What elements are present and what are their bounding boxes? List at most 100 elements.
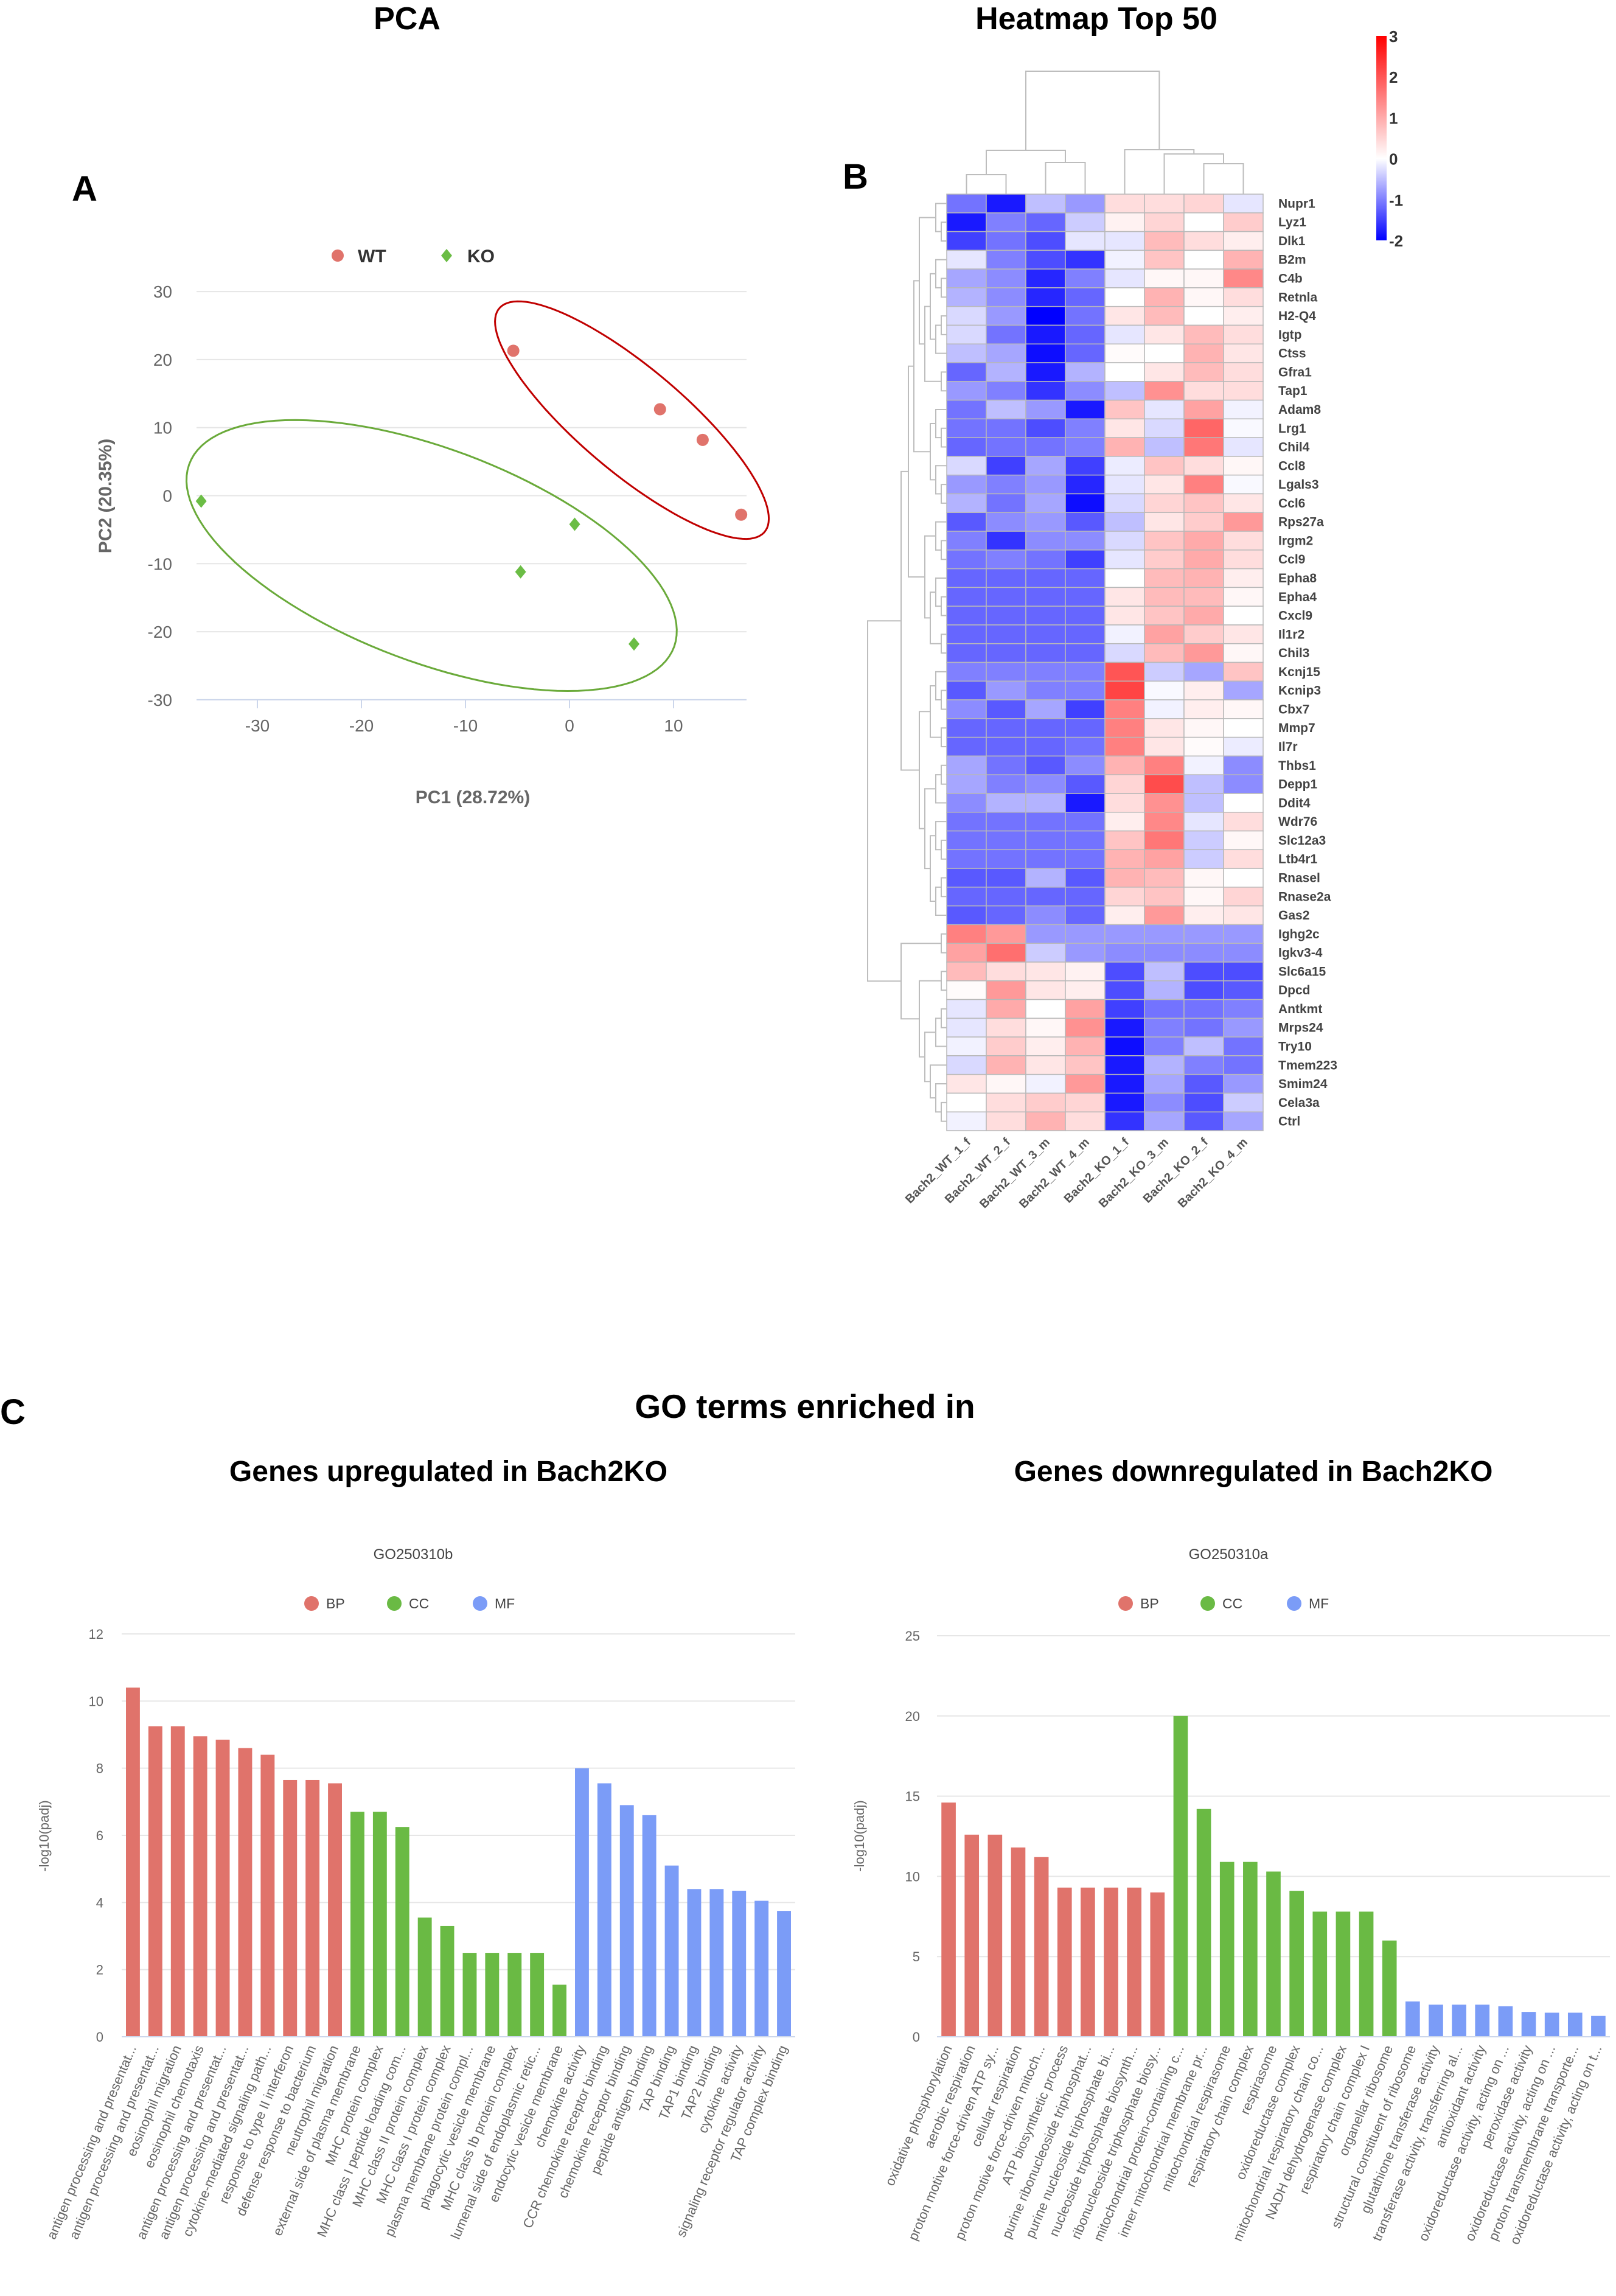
go-bar-cc	[1219, 1862, 1235, 2037]
heatmap-cell	[946, 212, 987, 232]
go-bar-cc	[552, 1984, 566, 2037]
row-dendrogram-branch	[924, 305, 941, 382]
heatmap-cell	[1183, 512, 1224, 532]
heatmap-cell	[1144, 624, 1185, 644]
go-bar-mf	[732, 1891, 747, 2037]
heatmap-cell	[1144, 980, 1185, 1000]
heatmap-cell	[1025, 324, 1066, 344]
go-bar-mf	[1567, 2012, 1583, 2037]
heatmap-cell	[1223, 1073, 1264, 1094]
go-bar-mf	[1405, 2001, 1420, 2037]
heatmap-cell	[1025, 493, 1066, 514]
go-bar-cc	[1289, 1891, 1304, 2037]
pca-y-tick-label: -20	[148, 623, 172, 641]
heatmap-cell	[946, 718, 987, 738]
heatmap-cell	[1144, 362, 1185, 382]
heatmap-cell	[1104, 1017, 1145, 1038]
ko-point	[629, 637, 640, 651]
heatmap-cell	[1144, 249, 1185, 270]
heatmap-cell	[1025, 1092, 1066, 1112]
heatmap-cell	[1144, 680, 1185, 700]
gene-label: Gfra1	[1278, 365, 1312, 379]
heatmap-cell	[946, 1092, 987, 1112]
heatmap-cell	[986, 1073, 1026, 1094]
go-bar-cc	[372, 1812, 387, 2037]
heatmap-cell	[946, 1017, 987, 1038]
heatmap-cell	[1104, 399, 1145, 420]
heatmap-cell	[1104, 887, 1145, 907]
heatmap-cell	[946, 474, 987, 495]
heatmap-cell	[1223, 868, 1264, 888]
heatmap-cell	[1223, 587, 1264, 607]
heatmap-cell	[1025, 624, 1066, 644]
heatmap-cell	[1065, 943, 1106, 963]
gene-label: B2m	[1278, 253, 1306, 267]
heatmap-cell	[1104, 980, 1145, 1000]
heatmap-cell	[1104, 699, 1145, 719]
row-dendrogram-branch	[941, 689, 947, 710]
colorbar-tick-label: -1	[1389, 191, 1403, 209]
row-dendrogram-branch	[930, 273, 936, 340]
ko-point	[515, 565, 526, 579]
heatmap-cell	[1144, 643, 1185, 663]
heatmap-cell	[1025, 287, 1066, 307]
pca-y-tick-label: 0	[162, 487, 172, 506]
heatmap-cell	[1144, 194, 1185, 214]
heatmap-cell	[1065, 961, 1106, 982]
go-y-tick-label: 0	[96, 2029, 103, 2045]
heatmap-cell	[986, 624, 1026, 644]
legend-ko-marker	[441, 249, 452, 262]
heatmap-cell	[1183, 868, 1224, 888]
heatmap-cell	[1223, 418, 1264, 438]
heatmap-cell	[986, 1055, 1026, 1075]
heatmap-cell	[986, 456, 1026, 476]
gene-label: Depp1	[1278, 778, 1318, 792]
go-bar-bp	[170, 1726, 185, 2037]
heatmap-cell	[1144, 512, 1185, 532]
heatmap-cell	[1065, 587, 1106, 607]
heatmap-cell	[1104, 456, 1145, 476]
heatmap-cell	[1104, 568, 1145, 588]
go-bar-bp	[941, 1802, 956, 2037]
gene-label: Cxcl9	[1278, 609, 1312, 623]
go-bar-mf	[1452, 2005, 1466, 2037]
heatmap-cell	[1223, 531, 1264, 551]
heatmap-cell	[1223, 905, 1264, 926]
heatmap-cell	[1144, 437, 1185, 457]
heatmap-cell	[1183, 399, 1224, 420]
column-dendrogram-branch	[1124, 149, 1195, 194]
gene-label: Antkmt	[1278, 1002, 1322, 1016]
go-y-tick-label: 6	[96, 1828, 103, 1843]
gene-label: Ctss	[1278, 347, 1306, 361]
colorbar-tick-label: 3	[1389, 27, 1398, 46]
go-y-tick-label: 20	[905, 1709, 920, 1724]
heatmap-cell	[1065, 830, 1106, 851]
heatmap-cell	[946, 905, 987, 926]
row-dendrogram-branch	[941, 277, 947, 298]
heatmap-cell	[1223, 437, 1264, 457]
heatmap-cell	[1104, 493, 1145, 514]
heatmap-cell	[1025, 980, 1066, 1000]
sample-label: Bach2_KO_3_m	[1096, 1136, 1171, 1210]
heatmap-cell	[1223, 474, 1264, 495]
heatmap-cell	[946, 287, 987, 307]
heatmap-cell	[986, 437, 1026, 457]
pca-x-tick-label: -20	[349, 716, 374, 735]
heatmap-cell	[1065, 1036, 1106, 1056]
heatmap-cell	[1025, 1073, 1066, 1094]
heatmap-cell	[1144, 231, 1185, 251]
heatmap-cell	[1065, 305, 1106, 326]
heatmap-cell	[1144, 943, 1185, 963]
heatmap-cell	[1025, 961, 1066, 982]
row-dendrogram-branch	[941, 315, 947, 335]
heatmap-cell	[986, 194, 1026, 214]
heatmap-cell	[1104, 849, 1145, 869]
row-dendrogram-branch	[900, 470, 919, 771]
gene-label: Igkv3-4	[1278, 946, 1323, 960]
ko-confidence-ellipse	[185, 419, 678, 693]
heatmap-cell	[1183, 531, 1224, 551]
go-bar-cc	[462, 1953, 477, 2037]
heatmap-cell	[1223, 305, 1264, 326]
heatmap-cell	[1144, 999, 1185, 1019]
heatmap-cell	[946, 755, 987, 775]
